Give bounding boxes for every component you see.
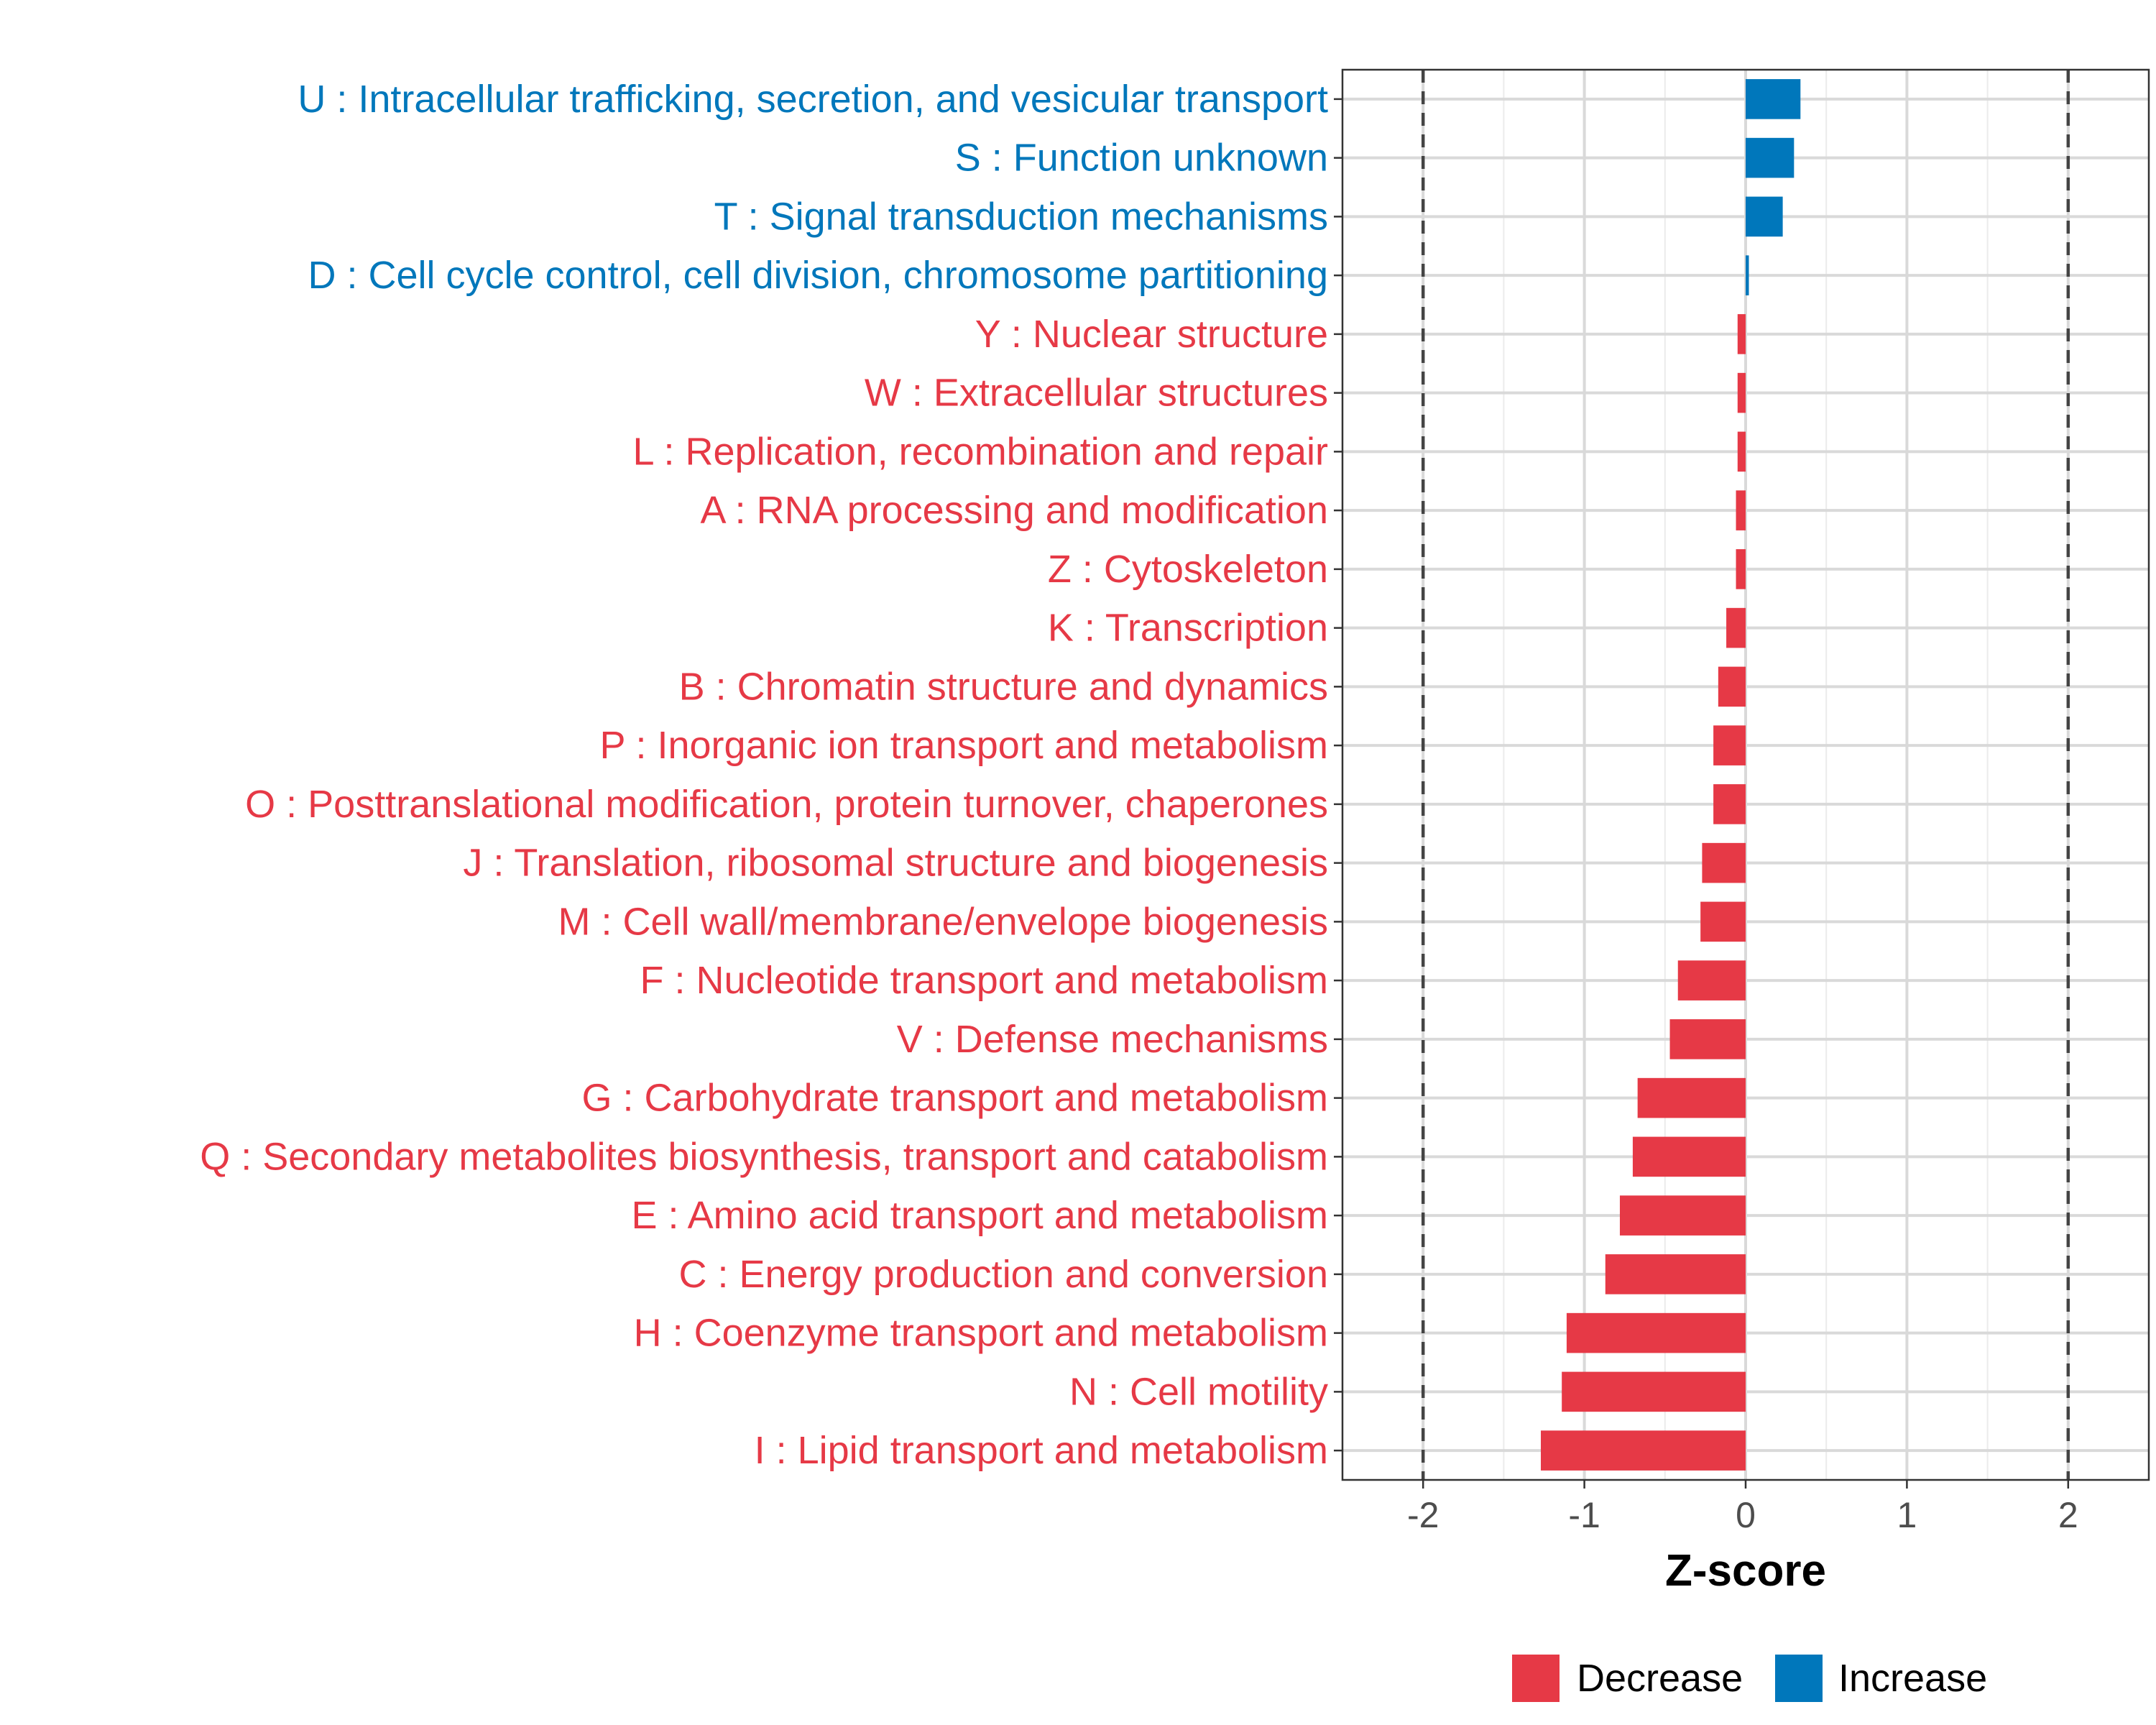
bar <box>1713 725 1746 765</box>
y-axis-ticks <box>1334 98 1342 1452</box>
bar <box>1736 549 1746 589</box>
y-tick-label: F : Nucleotide transport and metabolism <box>640 959 1328 1002</box>
y-tick-label: M : Cell wall/membrane/envelope biogenes… <box>558 900 1328 943</box>
bar <box>1702 842 1746 883</box>
bar <box>1746 196 1783 237</box>
bar <box>1737 314 1746 354</box>
x-tick-label: -1 <box>1568 1495 1600 1535</box>
bar <box>1726 607 1746 648</box>
x-tick-label: -2 <box>1407 1495 1439 1535</box>
y-tick-label: N : Cell motility <box>1069 1370 1328 1413</box>
y-tick-label: H : Coenzyme transport and metabolism <box>634 1312 1328 1355</box>
y-tick-label: Y : Nuclear structure <box>975 313 1328 356</box>
y-tick-label: J : Translation, ribosomal structure and… <box>463 842 1328 885</box>
bar <box>1700 901 1746 942</box>
x-tick-label: 0 <box>1736 1495 1756 1535</box>
bar <box>1637 1077 1746 1118</box>
bar <box>1566 1312 1746 1353</box>
y-tick-label: P : Inorganic ion transport and metaboli… <box>599 724 1328 767</box>
y-tick-label: E : Amino acid transport and metabolism <box>632 1194 1328 1237</box>
bar <box>1677 960 1746 1000</box>
bar <box>1736 490 1746 530</box>
x-tick-label: 2 <box>2058 1495 2078 1535</box>
bar <box>1541 1430 1746 1471</box>
y-tick-label: Q : Secondary metabolites biosynthesis, … <box>200 1135 1328 1178</box>
x-axis-title: Z-score <box>1665 1546 1826 1596</box>
bar <box>1632 1136 1746 1177</box>
bar <box>1605 1254 1746 1294</box>
y-tick-label: T : Signal transduction mechanisms <box>714 195 1328 238</box>
y-tick-label: S : Function unknown <box>955 137 1328 180</box>
legend-label: Increase <box>1838 1657 1987 1700</box>
y-tick-label: U : Intracellular trafficking, secretion… <box>298 78 1328 121</box>
bar <box>1669 1019 1746 1059</box>
reference-lines <box>1421 70 2070 1480</box>
y-tick-label: W : Extracellular structures <box>865 372 1328 415</box>
y-tick-label: Z : Cytoskeleton <box>1048 548 1328 591</box>
legend-label: Decrease <box>1577 1657 1743 1700</box>
bar <box>1718 666 1746 707</box>
legend-swatch <box>1775 1655 1823 1702</box>
bar <box>1746 137 1795 178</box>
bar <box>1713 784 1746 824</box>
bar <box>1619 1195 1746 1236</box>
x-axis-ticks: -2 -1 0 1 2 <box>1407 1480 2078 1535</box>
legend: Decrease Increase <box>1512 1655 1987 1702</box>
bar <box>1562 1371 1746 1412</box>
y-axis-labels: U : Intracellular trafficking, secretion… <box>200 78 1328 1472</box>
y-tick-label: O : Posttranslational modification, prot… <box>245 783 1328 826</box>
y-tick-label: I : Lipid transport and metabolism <box>755 1429 1328 1472</box>
y-tick-label: V : Defense mechanisms <box>897 1018 1328 1061</box>
x-tick-label: 1 <box>1897 1495 1917 1535</box>
y-tick-label: A : RNA processing and modification <box>701 489 1328 532</box>
y-tick-label: K : Transcription <box>1048 607 1328 650</box>
y-tick-label: B : Chromatin structure and dynamics <box>679 665 1328 708</box>
legend-swatch <box>1512 1655 1560 1702</box>
y-tick-label: G : Carbohydrate transport and metabolis… <box>582 1077 1329 1120</box>
y-tick-label: L : Replication, recombination and repai… <box>632 430 1328 473</box>
bars <box>1541 79 1801 1471</box>
y-tick-label: C : Energy production and conversion <box>678 1253 1328 1296</box>
bar <box>1737 431 1746 472</box>
bar <box>1746 255 1749 295</box>
bar <box>1737 372 1746 413</box>
bar <box>1746 79 1801 119</box>
y-tick-label: D : Cell cycle control, cell division, c… <box>308 254 1328 297</box>
